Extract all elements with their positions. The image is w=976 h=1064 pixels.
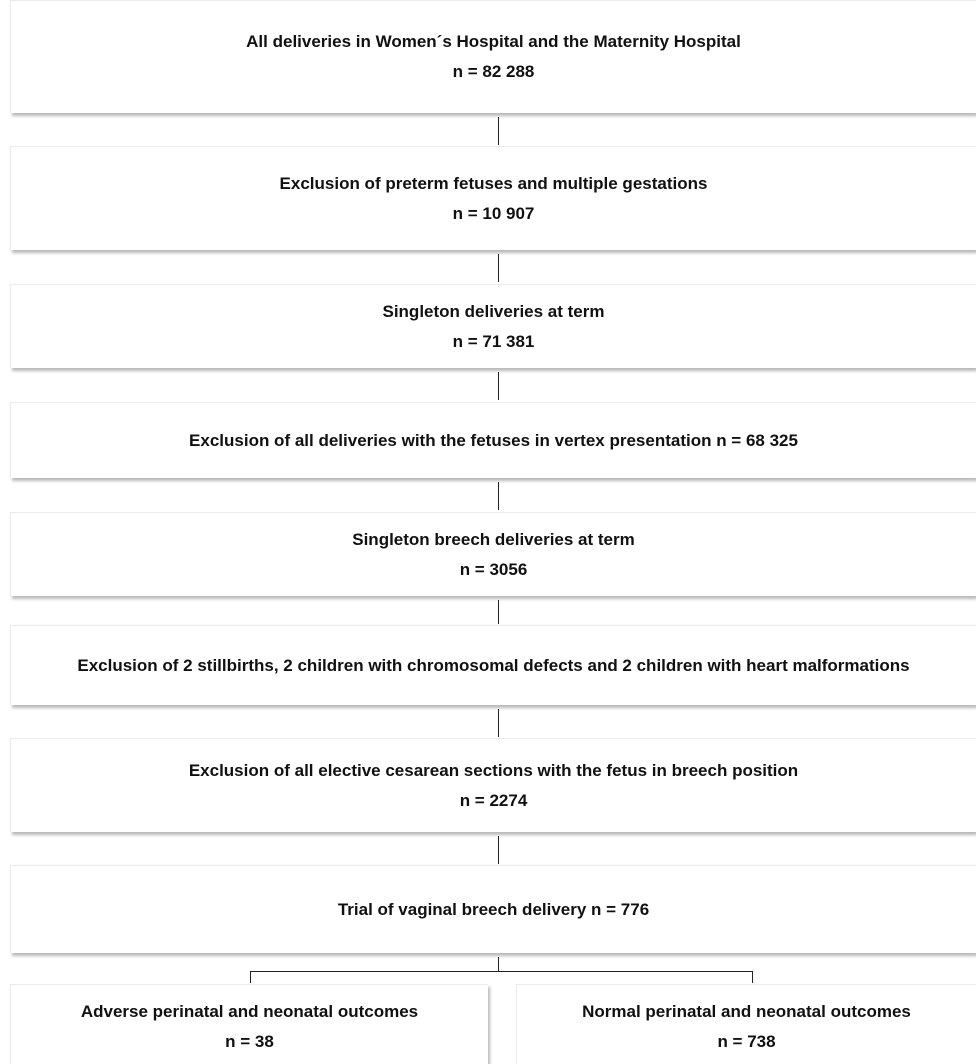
- step-count: n = 82 288: [452, 62, 535, 81]
- connector-line: [498, 709, 499, 737]
- step-title: Singleton deliveries at term: [382, 301, 605, 321]
- connector-line: [498, 254, 499, 282]
- connector-line: [498, 482, 499, 510]
- step-box-trial-vaginal: Trial of vaginal breech delivery n = 776: [10, 865, 976, 953]
- outcome-box-normal: Normal perinatal and neonatal outcomes n…: [516, 984, 976, 1064]
- branch-connector: [250, 971, 752, 972]
- outcome-title: Adverse perinatal and neonatal outcomes: [80, 1002, 419, 1021]
- step-title: Singleton breech deliveries at term: [352, 529, 635, 549]
- connector-line: [498, 836, 499, 864]
- step-title: All deliveries in Women´s Hospital and t…: [246, 32, 741, 51]
- step-box-exclusion-cesarean: Exclusion of all elective cesarean secti…: [10, 738, 976, 832]
- connector-line-right: [752, 971, 753, 983]
- step-title: Exclusion of preterm fetuses and multipl…: [279, 173, 708, 193]
- connector-line: [498, 957, 499, 971]
- step-title: Exclusion of all deliveries with the fet…: [189, 430, 798, 450]
- step-title: Exclusion of 2 stillbirths, 2 children w…: [77, 655, 910, 675]
- outcome-count: n = 738: [717, 1032, 776, 1051]
- step-count: n = 71 381: [452, 331, 535, 351]
- step-box-singleton-term: Singleton deliveries at term n = 71 381: [10, 284, 976, 368]
- connector-line: [498, 372, 499, 400]
- step-box-singleton-breech: Singleton breech deliveries at term n = …: [10, 512, 976, 596]
- connector-line-left: [250, 971, 251, 983]
- step-title: Exclusion of all elective cesarean secti…: [188, 760, 799, 780]
- step-count: n = 10 907: [452, 203, 535, 223]
- step-box-exclusion-preterm: Exclusion of preterm fetuses and multipl…: [10, 146, 976, 250]
- outcome-count: n = 38: [225, 1032, 274, 1051]
- step-count: n = 3056: [459, 559, 528, 579]
- connector-line: [498, 600, 499, 624]
- step-count: n = 2274: [459, 790, 528, 810]
- step-box-all-deliveries: All deliveries in Women´s Hospital and t…: [10, 0, 976, 113]
- connector-line: [498, 117, 499, 145]
- outcome-box-adverse: Adverse perinatal and neonatal outcomes …: [10, 984, 488, 1064]
- step-box-exclusion-vertex: Exclusion of all deliveries with the fet…: [10, 402, 976, 478]
- step-title: Trial of vaginal breech delivery n = 776: [337, 899, 650, 919]
- outcome-title: Normal perinatal and neonatal outcomes: [582, 1002, 911, 1021]
- step-box-exclusion-stillbirths: Exclusion of 2 stillbirths, 2 children w…: [10, 625, 976, 705]
